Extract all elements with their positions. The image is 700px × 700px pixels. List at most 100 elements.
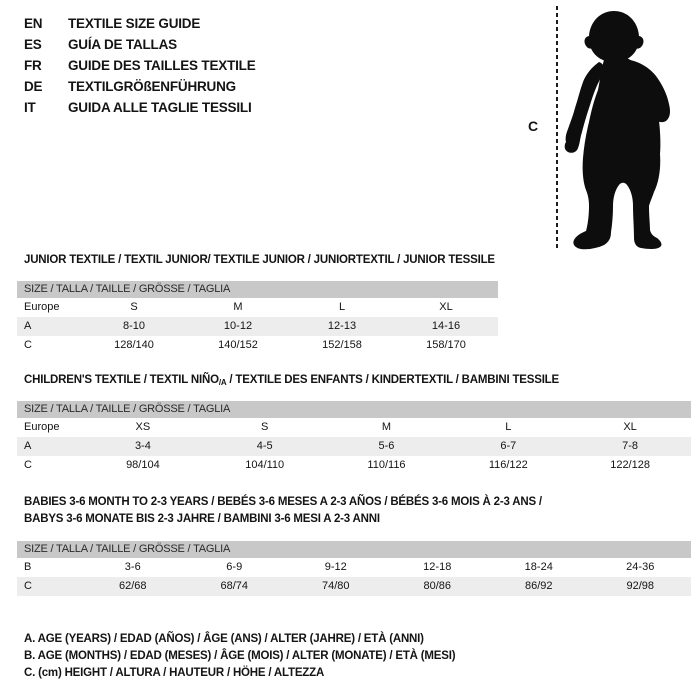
legend-item: A. AGE (YEARS) / EDAD (AÑOS) / ÂGE (ANS)… (24, 633, 424, 645)
section-title-line: CHILDREN'S TEXTILE / TEXTIL NIÑO/A / TEX… (24, 372, 559, 391)
size-value-cell: 122/128 (610, 459, 650, 471)
size-value-cell: 110/116 (367, 459, 406, 471)
size-value-cell: XL (439, 301, 453, 313)
table-row: A 8-10 10-12 12-13 14-16 (17, 317, 498, 336)
size-value-cell: 98/104 (126, 459, 160, 471)
table-body: Europe S M L XL A 8-10 10-12 12-13 14-16 C 128/140 1… (17, 298, 498, 355)
figure-area: C (520, 0, 700, 255)
language-code: FR (24, 58, 42, 73)
section-title-text: JUNIOR TEXTILE / TEXTIL JUNIOR/ TEXTILE … (24, 254, 495, 266)
size-header-bar: SIZE / TALLA / TAILLE / GRÖSSE / TAGLIA (17, 401, 691, 418)
row-label: Europe (24, 421, 60, 433)
table-row: C 62/68 68/74 74/80 80/86 86/92 92/98 (17, 577, 691, 596)
table-row: C 128/140 140/152 152/158 158/170 (17, 336, 498, 355)
section-title-text: BABIES 3-6 MONTH TO 2-3 YEARS / BEBÉS 3-… (24, 496, 542, 508)
row-label: A (24, 440, 32, 452)
size-value-cell: 116/122 (488, 459, 528, 471)
size-value-cell: 104/110 (245, 459, 285, 471)
language-row: FR GUIDE DES TAILLES TEXTILE (24, 55, 256, 76)
size-value-cell: 7-8 (622, 440, 639, 452)
language-row: ES GUÍA DE TALLAS (24, 34, 256, 55)
size-value-cell: L (338, 301, 346, 313)
table-row: C 98/104 104/110 110/116 116/122 122/128 (17, 456, 691, 475)
size-header-bar: SIZE / TALLA / TAILLE / GRÖSSE / TAGLIA (17, 281, 498, 298)
size-value-cell: 3-6 (124, 561, 141, 573)
section-title-text: / TEXTILE DES ENFANTS / KINDERTEXTIL / B… (226, 374, 559, 386)
size-value-cell: 18-24 (524, 561, 553, 573)
size-value-cell: 86/92 (524, 580, 553, 592)
size-value-cell: 4-5 (256, 440, 273, 452)
section-title-text: CHILDREN'S TEXTILE / TEXTIL NIÑO (24, 374, 219, 386)
table-body: B 3-6 6-9 9-12 12-18 18-24 24-36 C 62/68 68/74 74/… (17, 558, 691, 596)
section-title-junior: JUNIOR TEXTILE / TEXTIL JUNIOR/ TEXTILE … (24, 252, 495, 269)
section-title-text: BABYS 3-6 MONATE BIS 2-3 JAHRE / BAMBINI… (24, 513, 380, 525)
row-label: A (24, 320, 32, 332)
size-table-junior: SIZE / TALLA / TAILLE / GRÖSSE / TAGLIA E… (17, 281, 498, 355)
toddler-silhouette-icon (564, 11, 670, 250)
size-value-cell: 6-7 (500, 440, 517, 452)
table-body: Europe XS S M L XL A 3-4 4-5 5-6 6-7 7-8 C 98/104 104/… (17, 418, 691, 475)
section-title-children: CHILDREN'S TEXTILE / TEXTIL NIÑO/A / TEX… (24, 372, 559, 391)
language-code: ES (24, 37, 42, 52)
size-value-cell: M (233, 301, 243, 313)
table-row: A 3-4 4-5 5-6 6-7 7-8 (17, 437, 691, 456)
legend-item: B. AGE (MONTHS) / EDAD (MESES) / ÂGE (MO… (24, 650, 456, 662)
language-code: IT (24, 100, 36, 115)
size-value-cell: 6-9 (226, 561, 243, 573)
size-value-cell: 12-18 (423, 561, 452, 573)
size-value-cell: 80/86 (423, 580, 452, 592)
size-value-cell: L (505, 421, 512, 433)
language-title: GUIDA ALLE TAGLIE TESSILI (68, 100, 252, 115)
row-label: Europe (24, 301, 60, 313)
table-row: Europe S M L XL (17, 298, 498, 317)
size-value-cell: 128/140 (114, 339, 154, 351)
language-title: GUIDE DES TAILLES TEXTILE (68, 58, 256, 73)
language-title-list: EN TEXTILE SIZE GUIDE ES GUÍA DE TALLAS FR GU… (24, 13, 256, 118)
size-value-cell: 158/170 (426, 339, 466, 351)
size-value-cell: 74/80 (321, 580, 350, 592)
size-value-cell: 3-4 (134, 440, 151, 452)
measurement-legend: A. AGE (YEARS) / EDAD (AÑOS) / ÂGE (ANS)… (24, 631, 456, 682)
size-header-bar: SIZE / TALLA / TAILLE / GRÖSSE / TAGLIA (17, 541, 691, 558)
size-value-cell: 152/158 (322, 339, 362, 351)
section-title-babies: BABIES 3-6 MONTH TO 2-3 YEARS / BEBÉS 3-… (24, 494, 542, 528)
row-label: B (24, 561, 32, 573)
size-value-cell: 10-12 (223, 320, 253, 332)
size-value-cell: 9-12 (324, 561, 347, 573)
legend-item: C. (cm) HEIGHT / ALTURA / HAUTEUR / HÖHE… (24, 667, 325, 679)
size-value-cell: 12-13 (327, 320, 357, 332)
row-label: C (24, 459, 32, 471)
size-value-cell: 62/68 (118, 580, 147, 592)
row-label: C (24, 580, 32, 592)
height-measure-dotted-line (556, 6, 558, 250)
height-measure-label: C (528, 118, 539, 134)
size-value-cell: 140/152 (218, 339, 258, 351)
section-title-line: JUNIOR TEXTILE / TEXTIL JUNIOR/ TEXTILE … (24, 252, 495, 269)
size-value-cell: 24-36 (626, 561, 655, 573)
size-value-cell: XL (623, 421, 637, 433)
table-row: Europe XS S M L XL (17, 418, 691, 437)
language-code: DE (24, 79, 43, 94)
size-value-cell: 8-10 (122, 320, 146, 332)
section-title-line: BABIES 3-6 MONTH TO 2-3 YEARS / BEBÉS 3-… (24, 494, 542, 511)
size-value-cell: M (381, 421, 392, 433)
table-row: B 3-6 6-9 9-12 12-18 18-24 24-36 (17, 558, 691, 577)
language-code: EN (24, 16, 43, 31)
size-table-children: SIZE / TALLA / TAILLE / GRÖSSE / TAGLIA E… (17, 401, 691, 475)
size-table-babies: SIZE / TALLA / TAILLE / GRÖSSE / TAGLIA B… (17, 541, 691, 596)
size-value-cell: 5-6 (378, 440, 395, 452)
size-value-cell: S (130, 301, 138, 313)
language-title: GUÍA DE TALLAS (68, 37, 177, 52)
size-value-cell: XS (135, 421, 151, 433)
language-title: TEXTILGRÖßENFÜHRUNG (68, 79, 236, 94)
language-row: DE TEXTILGRÖßENFÜHRUNG (24, 76, 256, 97)
language-row: IT GUIDA ALLE TAGLIE TESSILI (24, 97, 256, 118)
size-value-cell: 14-16 (431, 320, 461, 332)
section-title-text: /A (218, 378, 227, 387)
size-value-cell: 68/74 (220, 580, 249, 592)
size-value-cell: 92/98 (626, 580, 655, 592)
section-title-line: BABYS 3-6 MONATE BIS 2-3 JAHRE / BAMBINI… (24, 511, 542, 528)
language-title: TEXTILE SIZE GUIDE (68, 16, 201, 31)
language-row: EN TEXTILE SIZE GUIDE (24, 13, 256, 34)
